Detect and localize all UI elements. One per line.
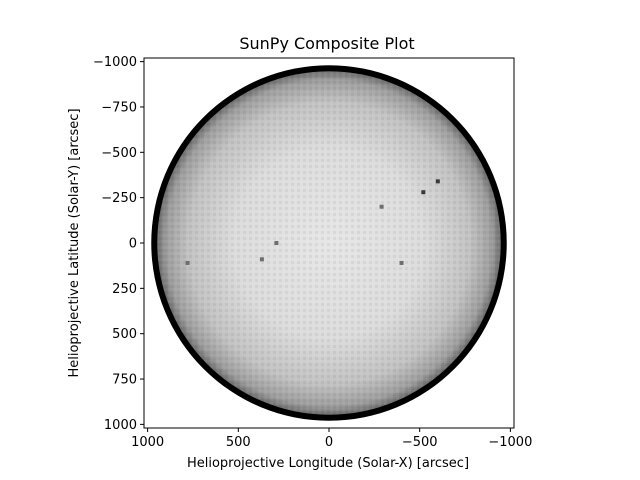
x-tick-label: −1000 bbox=[488, 435, 532, 450]
x-tick-label: 1000 bbox=[131, 435, 164, 450]
y-tick-label: 750 bbox=[112, 373, 137, 388]
y-axis-label: Helioprojective Latitude (Solar-Y) [arcs… bbox=[67, 108, 82, 377]
x-tick-label: 0 bbox=[325, 435, 333, 450]
sunspot bbox=[379, 204, 384, 209]
sunspot bbox=[421, 190, 426, 195]
y-tick-label: −1000 bbox=[93, 55, 137, 70]
sunspot bbox=[185, 260, 190, 265]
chart-title: SunPy Composite Plot bbox=[239, 34, 414, 53]
x-tick-label: 500 bbox=[226, 435, 251, 450]
sunspot bbox=[259, 257, 264, 262]
sunspot bbox=[435, 179, 440, 184]
y-tick-label: −500 bbox=[101, 146, 137, 161]
y-tick-label: −750 bbox=[101, 100, 137, 115]
y-tick-label: 1000 bbox=[104, 418, 137, 433]
y-tick-label: −250 bbox=[101, 191, 137, 206]
solar-disk-image bbox=[151, 65, 507, 421]
x-axis-label: Helioprojective Longitude (Solar-X) [arc… bbox=[187, 456, 469, 471]
sunspot bbox=[274, 241, 279, 245]
sunspot bbox=[399, 260, 404, 265]
x-tick-label: −500 bbox=[402, 435, 438, 450]
y-tick-label: 500 bbox=[112, 327, 137, 342]
disk-texture bbox=[157, 71, 501, 415]
y-tick-label: 250 bbox=[112, 282, 137, 297]
y-tick-label: 0 bbox=[129, 237, 137, 252]
